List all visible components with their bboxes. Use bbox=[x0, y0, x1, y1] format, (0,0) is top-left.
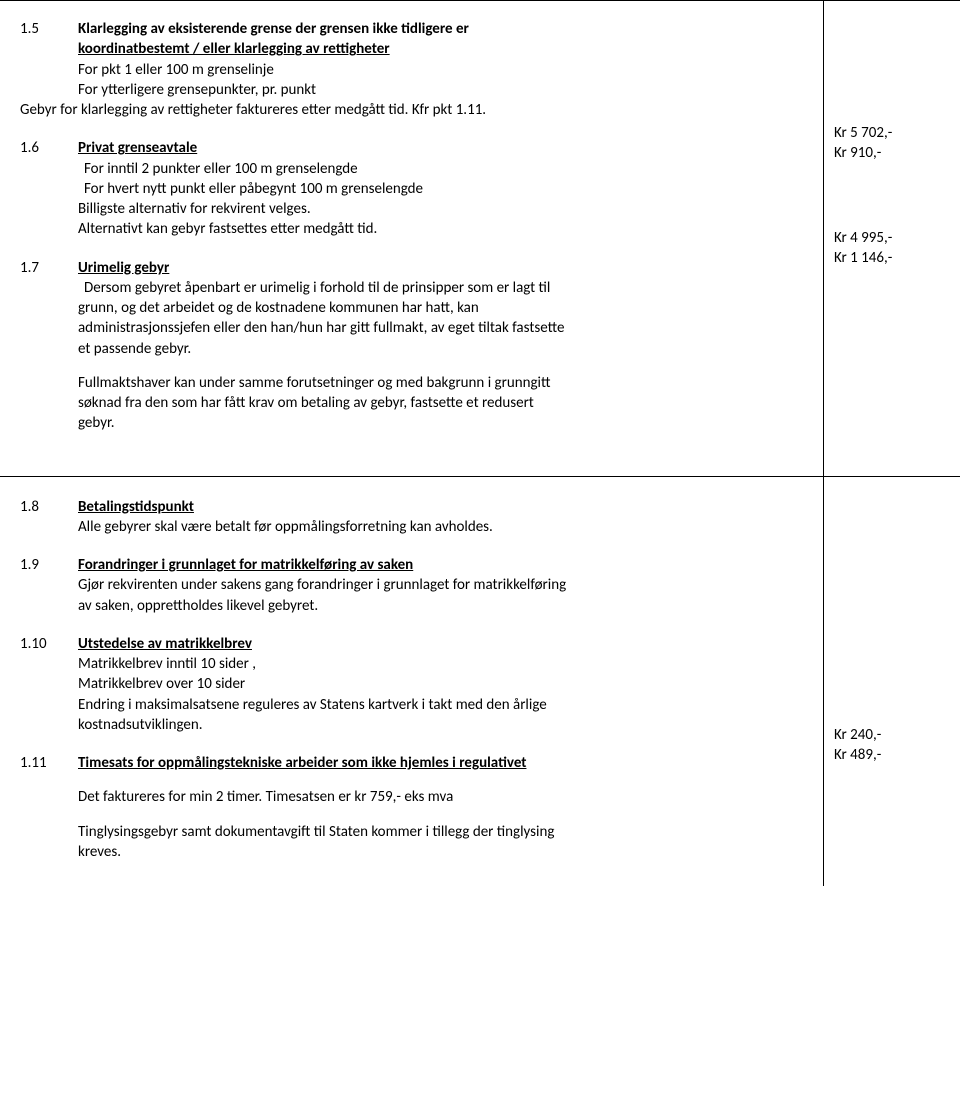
body-line: Det faktureres for min 2 timer. Timesats… bbox=[78, 787, 799, 807]
section-number: 1.8 bbox=[20, 497, 78, 538]
price-column: Kr 240,- Kr 489,- bbox=[824, 477, 960, 887]
section-title: Forandringer i grunnlaget for matrikkelf… bbox=[78, 555, 799, 575]
main-column: 1.8 Betalingstidspunkt Alle gebyrer skal… bbox=[0, 477, 824, 887]
section-number: 1.11 bbox=[20, 753, 78, 773]
section-title: Betalingstidspunkt bbox=[78, 497, 799, 517]
section-number: 1.7 bbox=[20, 258, 78, 434]
body-line: søknad fra den som har fått krav om beta… bbox=[78, 393, 799, 413]
section-number: 1.6 bbox=[20, 138, 78, 239]
body-line: Billigste alternativ for rekvirent velge… bbox=[78, 199, 799, 219]
section-title: Timesats for oppmålingstekniske arbeider… bbox=[78, 753, 799, 773]
section-1-9: 1.9 Forandringer i grunnlaget for matrik… bbox=[20, 555, 799, 616]
section-title-line: Klarlegging av eksisterende grense der g… bbox=[78, 19, 799, 39]
section-1-6: 1.6 Privat grenseavtale For inntil 2 pun… bbox=[20, 138, 799, 239]
spacer bbox=[834, 164, 950, 228]
section-1-7: 1.7 Urimelig gebyr Dersom gebyret åpenba… bbox=[20, 258, 799, 434]
section-title: Urimelig gebyr bbox=[78, 258, 799, 278]
price-value: Kr 240,- bbox=[834, 725, 950, 745]
spacer bbox=[834, 19, 950, 123]
section-1-5: 1.5 Klarlegging av eksisterende grense d… bbox=[20, 19, 799, 100]
body-line: Gjør rekvirenten under sakens gang foran… bbox=[78, 575, 799, 595]
body-line: kreves. bbox=[78, 842, 799, 862]
main-column: 1.5 Klarlegging av eksisterende grense d… bbox=[0, 1, 824, 476]
body-line: For inntil 2 punkter eller 100 m grensel… bbox=[78, 159, 799, 179]
document-page: 1.5 Klarlegging av eksisterende grense d… bbox=[0, 0, 960, 476]
section-title-line: koordinatbestemt / eller klarlegging av … bbox=[78, 39, 799, 59]
price-value: Kr 910,- bbox=[834, 143, 950, 163]
body-line: grunn, og det arbeidet og de kostnadene … bbox=[78, 298, 799, 318]
section-title: Privat grenseavtale bbox=[78, 138, 799, 158]
body-line: Matrikkelbrev over 10 sider bbox=[78, 674, 799, 694]
body-line: Tinglysingsgebyr samt dokumentavgift til… bbox=[78, 822, 799, 842]
body-line: For ytterligere grensepunkter, pr. punkt bbox=[78, 80, 799, 100]
section-1-11: 1.11 Timesats for oppmålingstekniske arb… bbox=[20, 753, 799, 773]
section-number: 1.10 bbox=[20, 634, 78, 735]
body-line: gebyr. bbox=[78, 413, 799, 433]
body-line: Dersom gebyret åpenbart er urimelig i fo… bbox=[78, 278, 799, 298]
section-1-10: 1.10 Utstedelse av matrikkelbrev Matrikk… bbox=[20, 634, 799, 735]
body-line: Alternativt kan gebyr fastsettes etter m… bbox=[78, 219, 799, 239]
body-line: et passende gebyr. bbox=[78, 339, 799, 359]
body-line: Alle gebyrer skal være betalt før oppmål… bbox=[78, 517, 799, 537]
body-line: Fullmaktshaver kan under samme forutsetn… bbox=[78, 373, 799, 393]
body-line: For pkt 1 eller 100 m grenselinje bbox=[78, 60, 799, 80]
section-number: 1.5 bbox=[20, 19, 78, 100]
document-page-lower: 1.8 Betalingstidspunkt Alle gebyrer skal… bbox=[0, 476, 960, 887]
body-line: administrasjonssjefen eller den han/hun … bbox=[78, 318, 799, 338]
price-value: Kr 489,- bbox=[834, 745, 950, 765]
body-line: For hvert nytt punkt eller påbegynt 100 … bbox=[78, 179, 799, 199]
body-line: kostnadsutviklingen. bbox=[78, 715, 799, 735]
section-title: Utstedelse av matrikkelbrev bbox=[78, 634, 799, 654]
hanging-line: Gebyr for klarlegging av rettigheter fak… bbox=[20, 100, 799, 120]
price-column: Kr 5 702,- Kr 910,- Kr 4 995,- Kr 1 146,… bbox=[824, 1, 960, 476]
price-value: Kr 4 995,- bbox=[834, 228, 950, 248]
body-line: Endring i maksimalsatsene reguleres av S… bbox=[78, 695, 799, 715]
price-value: Kr 5 702,- bbox=[834, 123, 950, 143]
section-1-8: 1.8 Betalingstidspunkt Alle gebyrer skal… bbox=[20, 497, 799, 538]
price-value: Kr 1 146,- bbox=[834, 248, 950, 268]
section-number: 1.9 bbox=[20, 555, 78, 616]
body-line: Matrikkelbrev inntil 10 sider , bbox=[78, 654, 799, 674]
body-line: av saken, opprettholdes likevel gebyret. bbox=[78, 596, 799, 616]
spacer bbox=[834, 497, 950, 725]
